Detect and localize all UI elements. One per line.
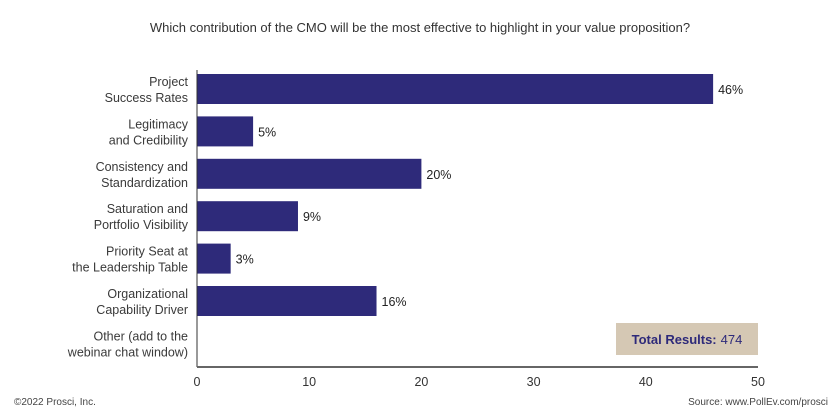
data-label: 20% [426,168,451,182]
data-label: 16% [382,295,407,309]
bar [197,243,231,274]
total-results-badge: Total Results: 474 [616,323,758,355]
data-label: 46% [718,83,743,97]
category-label: Saturation and Portfolio Visibility [94,202,189,232]
x-tick-label: 50 [751,375,765,389]
bar [197,74,714,104]
source: Source: www.PollEv.com/prosci [688,397,828,408]
category-label: Priority Seat at the Leadership Table [72,245,188,275]
category-label: Legitimacy and Credibility [109,117,189,147]
bar [197,201,298,232]
bar [197,286,377,316]
category-label: Consistency and Standardization [96,160,188,190]
bar [197,116,254,147]
x-tick-label: 40 [639,375,653,389]
x-tick-label: 30 [527,375,541,389]
data-label: 5% [258,125,276,139]
x-tick-label: 0 [194,375,201,389]
x-tick-label: 20 [414,375,428,389]
copyright: ©2022 Prosci, Inc. [14,397,96,408]
category-label: Other (add to the webinar chat window) [67,329,188,359]
category-label: Project Success Rates [105,75,189,105]
category-label: Organizational Capability Driver [96,287,188,317]
data-label: 9% [303,210,321,224]
bar [197,158,422,189]
total-results-value: 474 [720,331,743,347]
x-tick-label: 10 [302,375,316,389]
data-label: 3% [236,253,254,267]
chart-title: Which contribution of the CMO will be th… [149,20,691,35]
total-results-label: Total Results: [631,331,717,347]
